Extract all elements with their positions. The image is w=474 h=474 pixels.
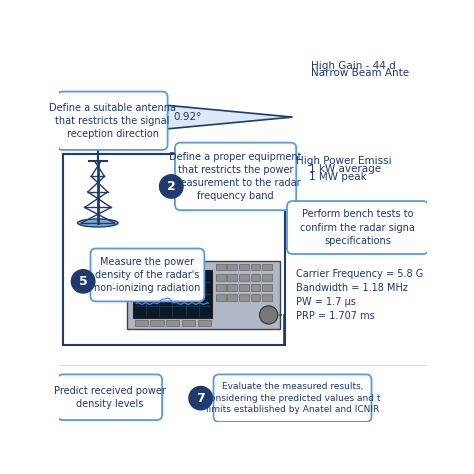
FancyBboxPatch shape (213, 374, 372, 422)
Circle shape (189, 386, 212, 410)
Text: Measure the power
density of the radar's
non-ionizing radiation: Measure the power density of the radar's… (94, 257, 201, 293)
FancyBboxPatch shape (239, 284, 249, 291)
FancyBboxPatch shape (127, 261, 280, 329)
Polygon shape (156, 104, 292, 130)
Text: Carrier Frequency = 5.8 G
Bandwidth = 1.18 MHz
PW = 1.7 μs
PRP = 1.707 ms: Carrier Frequency = 5.8 G Bandwidth = 1.… (296, 269, 423, 320)
FancyBboxPatch shape (262, 294, 272, 301)
FancyBboxPatch shape (251, 274, 260, 281)
FancyBboxPatch shape (228, 274, 237, 281)
Text: High Gain - 44 d: High Gain - 44 d (311, 61, 396, 71)
Text: Predict received power
density levels: Predict received power density levels (54, 386, 166, 409)
FancyBboxPatch shape (239, 274, 249, 281)
FancyBboxPatch shape (175, 143, 296, 210)
Circle shape (160, 175, 183, 198)
FancyBboxPatch shape (150, 320, 164, 326)
Text: 1 MW peak: 1 MW peak (309, 172, 367, 182)
Ellipse shape (78, 219, 118, 227)
FancyBboxPatch shape (166, 320, 180, 326)
FancyBboxPatch shape (228, 294, 237, 301)
FancyBboxPatch shape (57, 374, 162, 420)
Circle shape (128, 268, 132, 273)
Text: 2: 2 (167, 180, 176, 193)
FancyBboxPatch shape (251, 264, 260, 270)
Text: High Power Emissi: High Power Emissi (296, 156, 392, 166)
Text: 7: 7 (196, 392, 205, 405)
Text: Evaluate the measured results,
considering the predicted values and t
limits est: Evaluate the measured results, consideri… (205, 382, 380, 414)
Text: Define a suitable antenna
that restricts the signal
reception direction: Define a suitable antenna that restricts… (49, 102, 176, 139)
FancyBboxPatch shape (262, 264, 272, 270)
FancyBboxPatch shape (262, 274, 272, 281)
FancyBboxPatch shape (91, 248, 204, 301)
FancyBboxPatch shape (239, 294, 249, 301)
FancyBboxPatch shape (216, 274, 226, 281)
FancyBboxPatch shape (239, 264, 249, 270)
Text: Define a proper equipment
that restricts the power
measurement to the radar
freq: Define a proper equipment that restricts… (169, 152, 302, 201)
FancyBboxPatch shape (133, 270, 212, 318)
Circle shape (72, 270, 95, 293)
Text: 5: 5 (79, 275, 88, 288)
FancyBboxPatch shape (228, 284, 237, 291)
FancyBboxPatch shape (262, 284, 272, 291)
Circle shape (128, 283, 132, 287)
FancyBboxPatch shape (198, 320, 211, 326)
FancyBboxPatch shape (135, 320, 148, 326)
FancyBboxPatch shape (216, 264, 226, 270)
FancyBboxPatch shape (182, 320, 195, 326)
Text: 0.92°: 0.92° (173, 112, 201, 122)
FancyBboxPatch shape (228, 264, 237, 270)
Ellipse shape (153, 104, 161, 130)
FancyBboxPatch shape (216, 294, 226, 301)
Circle shape (259, 306, 278, 324)
FancyBboxPatch shape (251, 294, 260, 301)
FancyBboxPatch shape (216, 284, 226, 291)
FancyBboxPatch shape (287, 201, 428, 254)
FancyBboxPatch shape (251, 284, 260, 291)
Text: Narrow Beam Ante: Narrow Beam Ante (311, 68, 409, 78)
Text: 1 kW average: 1 kW average (309, 164, 381, 174)
Text: Perform bench tests to
confirm the radar signa
specifications: Perform bench tests to confirm the radar… (301, 210, 415, 246)
FancyBboxPatch shape (57, 91, 168, 150)
